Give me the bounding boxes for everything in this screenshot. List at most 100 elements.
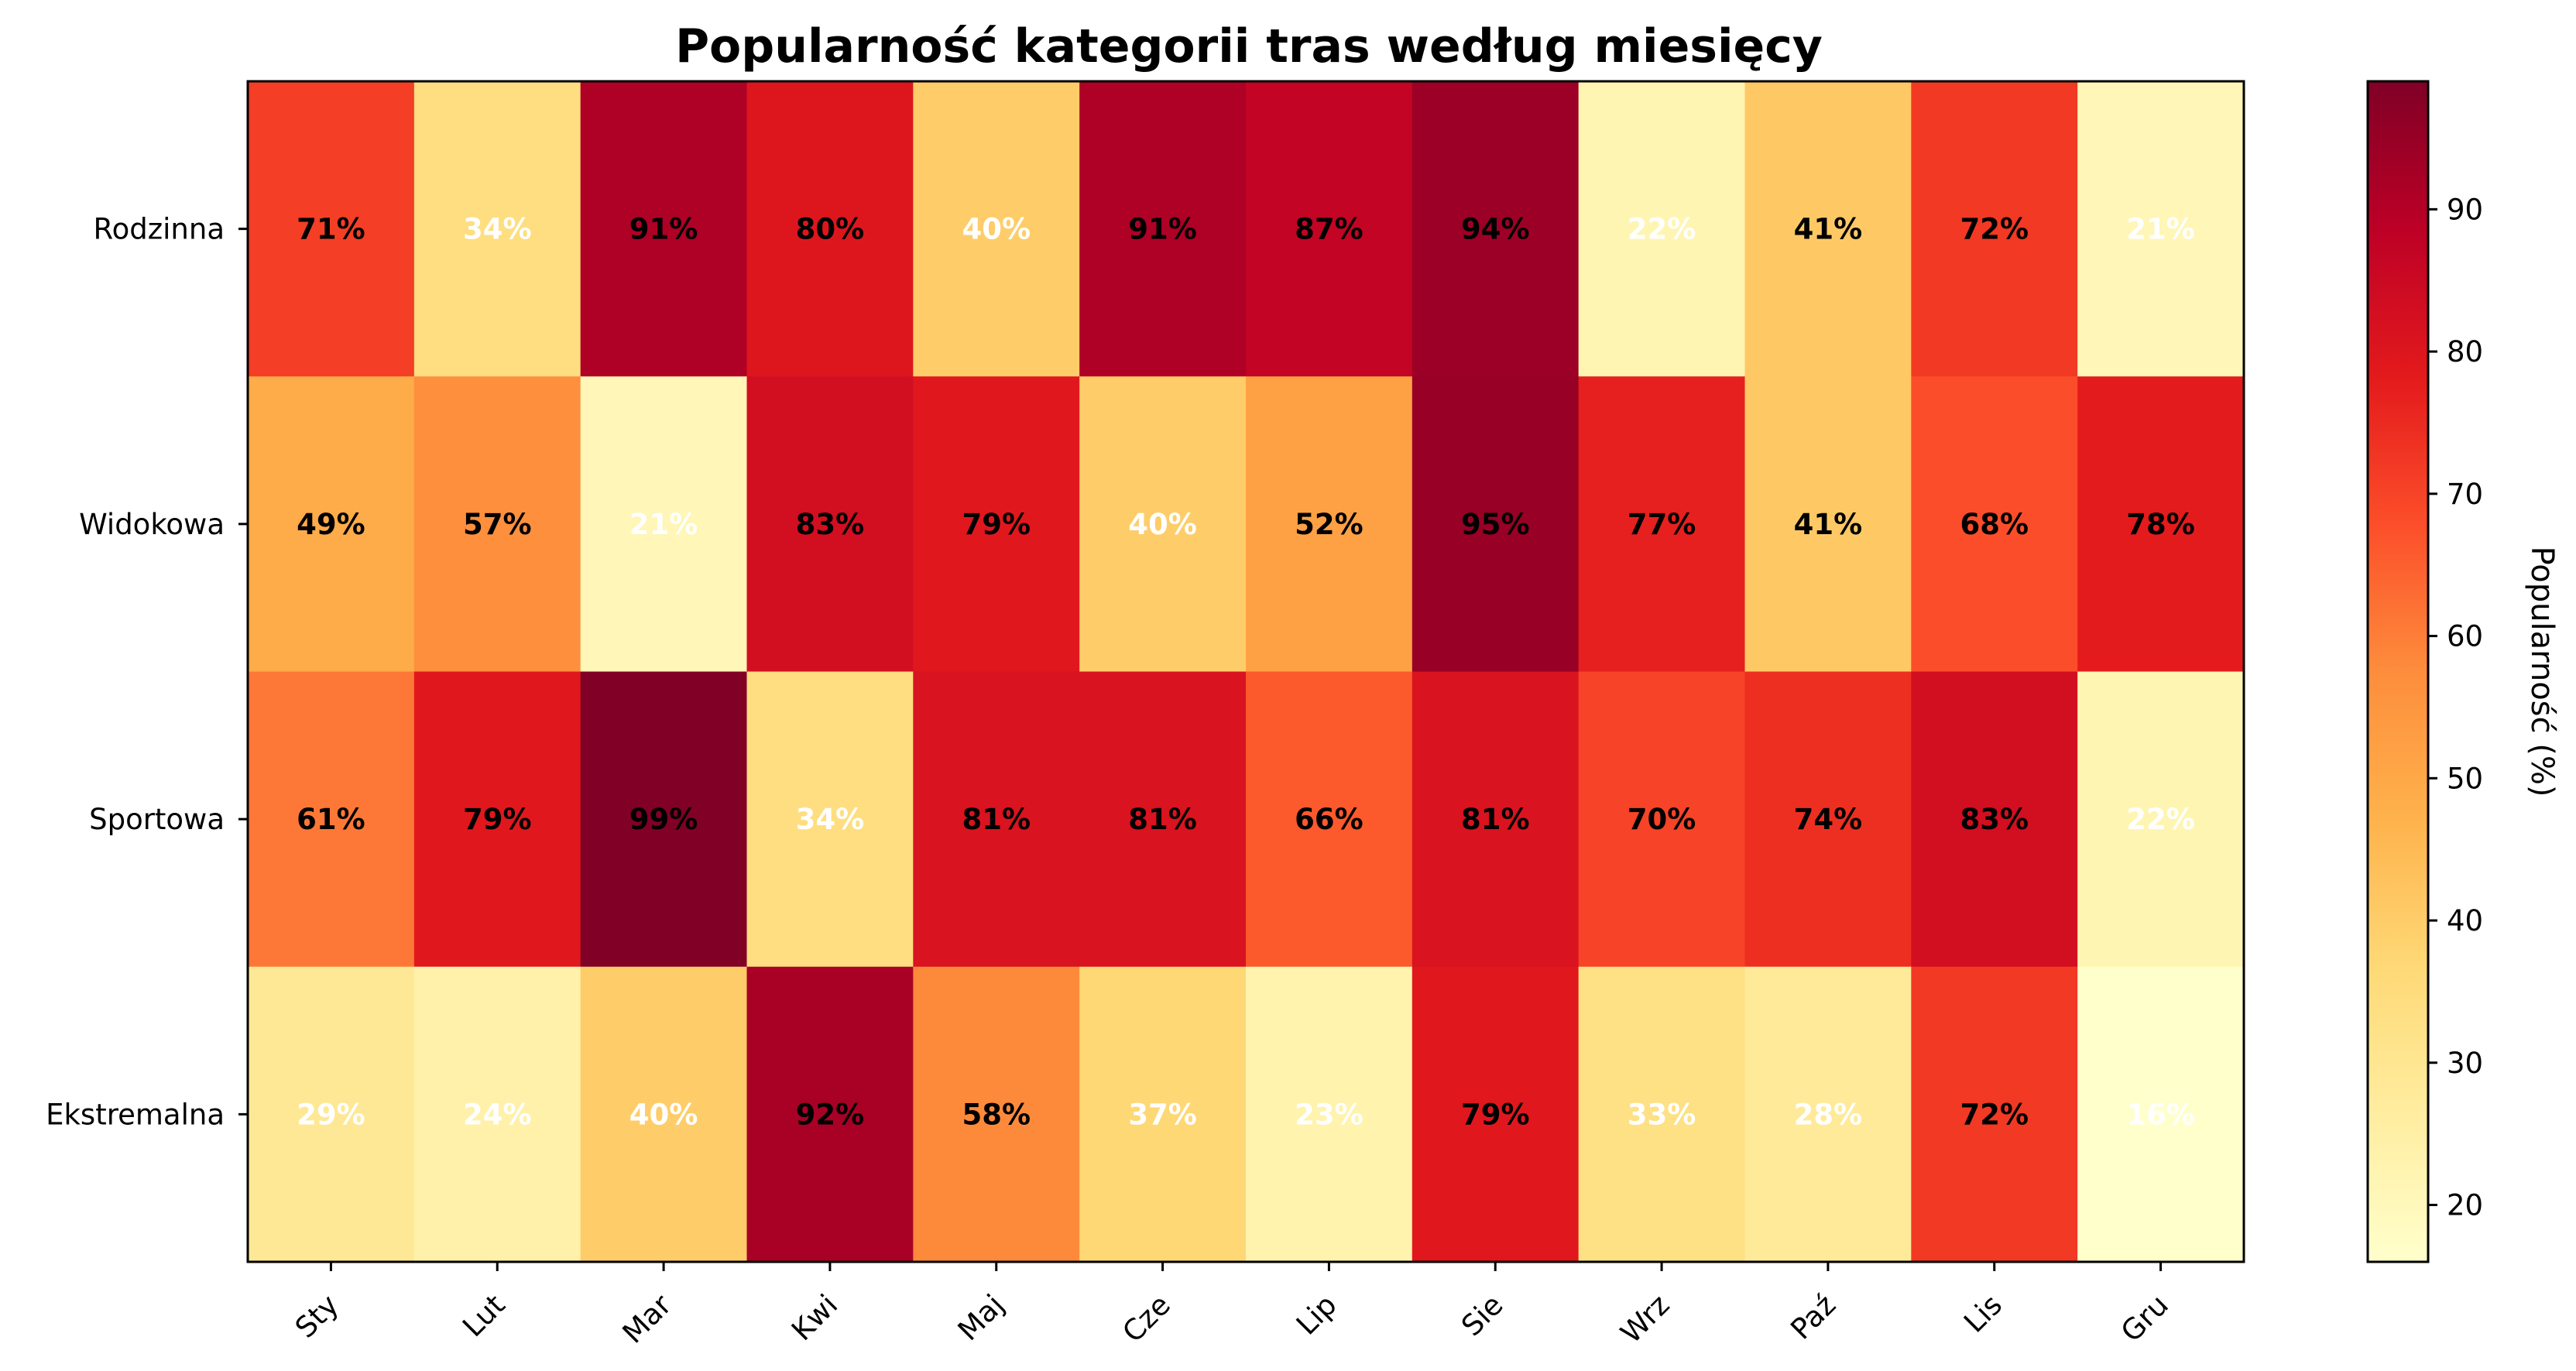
cell-value-label: 40% [1128, 508, 1197, 541]
cell-value-label: 21% [629, 508, 698, 541]
heatmap-cell [1411, 966, 1580, 1263]
heatmap-cell [1246, 671, 1413, 968]
heatmap-cell [913, 376, 1080, 673]
cell-value-label: 34% [463, 213, 532, 246]
x-tick-label: Paź [1785, 1288, 1843, 1346]
cell-value-label: 92% [796, 1098, 865, 1131]
heatmap-cell [2077, 81, 2245, 377]
cell-value-label: 52% [1295, 508, 1363, 541]
x-tick-label: Kwi [785, 1288, 844, 1347]
cell-value-label: 94% [1461, 213, 1530, 246]
cell-value-label: 95% [1461, 508, 1530, 541]
colorbar-tick-label: 90 [2447, 193, 2483, 226]
cell-value-label: 79% [1461, 1098, 1530, 1131]
colorbar-label: Popularność (%) [2524, 547, 2560, 797]
x-axis: Sty Lut Mar Kwi Maj Cze Lip Sie Wrz Paź Lis Gru [289, 1262, 2175, 1350]
x-tick-label: Lip [1290, 1288, 1343, 1342]
colorbar-tick-label: 20 [2447, 1189, 2483, 1222]
heatmap-cell [1911, 376, 2078, 673]
cell-value-label: 49% [297, 508, 365, 541]
heatmap-cell [248, 81, 415, 377]
y-tick-label: Sportowa [89, 803, 225, 836]
heatmap-cell [1744, 966, 1912, 1263]
cell-value-label: 99% [629, 803, 698, 836]
y-tick-label: Ekstremalna [46, 1098, 225, 1131]
cell-value-label: 57% [463, 508, 532, 541]
cell-value-label: 83% [796, 508, 865, 541]
heatmap-cell [913, 671, 1080, 968]
x-tick-label: Wrz [1614, 1288, 1676, 1350]
x-tick-label: Lis [1957, 1288, 2008, 1339]
cell-value-label: 77% [1628, 508, 1696, 541]
cell-value-label: 87% [1295, 213, 1363, 246]
cell-value-label: 91% [629, 213, 698, 246]
cell-value-label: 41% [1794, 508, 1863, 541]
cell-value-label: 79% [962, 508, 1031, 541]
cell-value-label: 79% [463, 803, 532, 836]
heatmap-cell [1411, 376, 1580, 673]
heatmap-cell [248, 376, 415, 673]
heatmap-cell [1744, 671, 1912, 968]
cell-value-label: 29% [297, 1098, 365, 1131]
cell-value-label: 70% [1628, 803, 1696, 836]
heatmap-cell [2077, 376, 2245, 673]
heatmap-cell [413, 376, 581, 673]
heatmap-cell [580, 81, 748, 377]
x-tick-label: Gru [2115, 1288, 2175, 1349]
cell-value-label: 61% [297, 803, 365, 836]
cell-value-label: 34% [796, 803, 865, 836]
heatmap-cell [746, 81, 914, 377]
cell-value-label: 80% [796, 213, 865, 246]
cell-value-label: 41% [1794, 213, 1863, 246]
colorbar-tick-label: 50 [2447, 762, 2483, 795]
x-tick-label: Lut [456, 1288, 511, 1343]
heatmap-cell-labels: 71% 34% 91% 80% 40% 91% 87% 94% 22% 41% 72% 21% 49% 5… [297, 213, 2195, 1132]
x-tick-label: Sty [289, 1288, 345, 1345]
cell-value-label: 40% [962, 213, 1031, 246]
y-tick-label: Widokowa [79, 508, 225, 541]
heatmap-cell [746, 966, 914, 1263]
heatmap-cell [1246, 81, 1413, 377]
heatmap-cell [248, 671, 415, 968]
colorbar-tick-label: 70 [2447, 478, 2483, 511]
cell-value-label: 81% [962, 803, 1031, 836]
x-tick-label: Mar [616, 1287, 678, 1349]
heatmap-cell [248, 966, 415, 1263]
heatmap-cell [1911, 671, 2078, 968]
cell-value-label: 37% [1128, 1098, 1197, 1131]
heatmap-cell [413, 81, 581, 377]
heatmap-cell [2077, 671, 2245, 968]
cell-value-label: 81% [1128, 803, 1197, 836]
colorbar-frame [2366, 80, 2430, 1263]
cell-value-label: 21% [2126, 213, 2195, 246]
heatmap-cell [1079, 671, 1247, 968]
cell-value-label: 71% [297, 213, 365, 246]
colorbar-tick-label: 60 [2447, 620, 2483, 653]
cell-value-label: 28% [1794, 1098, 1863, 1131]
cell-value-label: 66% [1295, 803, 1363, 836]
cell-value-label: 81% [1461, 803, 1530, 836]
heatmap-cell [746, 671, 914, 968]
colorbar-ticks: 20 30 40 50 60 70 80 90 [2428, 193, 2483, 1222]
heatmap-cell [580, 966, 748, 1263]
cell-value-label: 22% [1628, 213, 1696, 246]
heatmap-cell [580, 376, 748, 673]
cell-value-label: 40% [629, 1098, 698, 1131]
y-axis: Rodzinna Widokowa Sportowa Ekstremalna [46, 213, 248, 1131]
cell-value-label: 91% [1128, 213, 1197, 246]
cell-value-label: 16% [2126, 1098, 2195, 1131]
heatmap-cell [1079, 81, 1247, 377]
x-tick-label: Cze [1116, 1288, 1177, 1349]
heatmap-cell [1578, 671, 1746, 968]
colorbar [2368, 81, 2428, 1262]
chart-title: Popularność kategorii tras według miesię… [675, 19, 1823, 74]
heatmap-cell [913, 81, 1080, 377]
x-tick-label: Maj [952, 1288, 1010, 1347]
cell-value-label: 58% [962, 1098, 1031, 1131]
cell-value-label: 68% [1960, 508, 2029, 541]
heatmap-cell [913, 966, 1080, 1263]
cell-value-label: 72% [1960, 1098, 2029, 1131]
cell-value-label: 33% [1628, 1098, 1696, 1131]
cell-value-label: 83% [1960, 803, 2029, 836]
